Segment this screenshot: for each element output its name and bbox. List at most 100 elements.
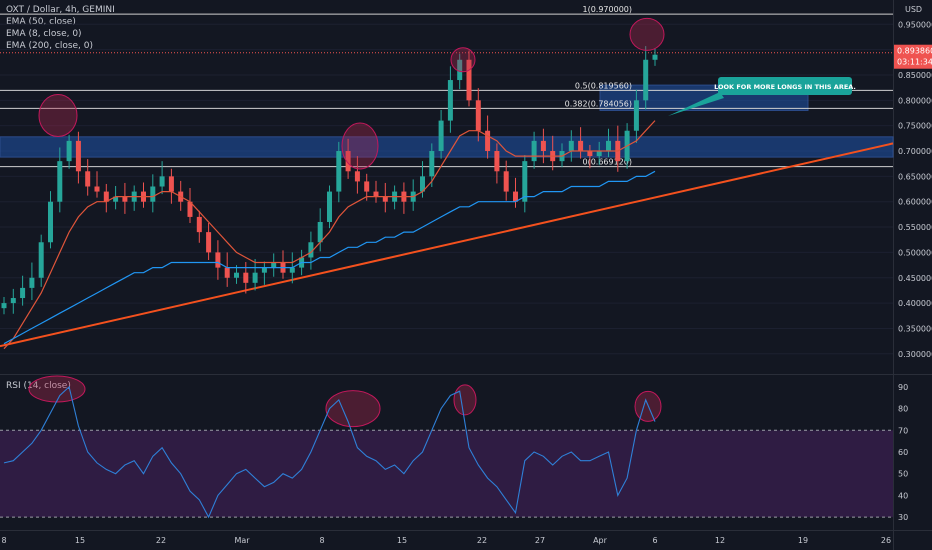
candle-body bbox=[606, 140, 611, 152]
fib-label: 0(0.669120) bbox=[582, 158, 632, 167]
candle-body bbox=[485, 130, 491, 152]
candle-body bbox=[10, 298, 16, 304]
time-tick-label: 6 bbox=[652, 536, 657, 545]
ema50-label[interactable]: EMA (50, close) bbox=[6, 17, 76, 27]
fib-lines: 1(0.970000) 0.5(0.819560) 0.382(0.784056) 0… bbox=[0, 5, 893, 168]
candle-body bbox=[289, 267, 295, 273]
callout-text: LOOK FOR MORE LONGS IN THIS AREA. bbox=[714, 83, 856, 91]
support-zone bbox=[0, 136, 894, 158]
highlight-circle bbox=[629, 17, 665, 51]
candle-body bbox=[438, 120, 444, 152]
candle-body bbox=[382, 196, 388, 202]
axes: 0.9500000.9000000.8500000.8000000.750000… bbox=[1, 5, 932, 545]
candle-body bbox=[466, 59, 472, 101]
candle-body bbox=[345, 151, 351, 172]
candle-body bbox=[336, 151, 342, 192]
candle-body bbox=[94, 186, 100, 192]
rsi-tick-label: 30 bbox=[898, 513, 908, 522]
candle-body bbox=[587, 151, 593, 157]
candle-body bbox=[354, 171, 360, 182]
candle-body bbox=[20, 287, 26, 299]
candle-body bbox=[150, 186, 156, 202]
candle-body bbox=[48, 201, 53, 243]
candle-body bbox=[457, 59, 463, 81]
ema-lines bbox=[3, 120, 656, 350]
candle-body bbox=[159, 176, 165, 187]
candle-body bbox=[234, 272, 239, 278]
currency-label: USD bbox=[905, 5, 922, 14]
candle-body bbox=[429, 151, 435, 177]
candle-body bbox=[522, 161, 528, 202]
candle-body bbox=[475, 100, 481, 131]
rsi-tick-label: 50 bbox=[898, 470, 908, 479]
candle-body bbox=[38, 242, 44, 278]
candle-body bbox=[578, 140, 584, 152]
price-tick-label: 0.300000 bbox=[898, 350, 932, 359]
callout-pointer bbox=[668, 92, 724, 116]
candle-body bbox=[66, 140, 72, 162]
candle-body bbox=[57, 161, 63, 202]
time-tick-label: 8 bbox=[319, 536, 324, 545]
candle-body bbox=[364, 181, 370, 192]
time-tick-label: Apr bbox=[593, 536, 608, 545]
candle-body bbox=[652, 54, 658, 60]
callout-box bbox=[718, 77, 852, 95]
fib-label: 0.382(0.784056) bbox=[565, 99, 632, 108]
ema200-label[interactable]: EMA (200, close, 0) bbox=[6, 41, 94, 51]
ascending-trendline bbox=[0, 142, 894, 348]
rsi-legend[interactable]: RSI (14, close) bbox=[6, 381, 71, 391]
rsi-line bbox=[3, 385, 656, 519]
candle-body bbox=[122, 196, 128, 202]
candle-body bbox=[596, 151, 602, 157]
time-tick-label: Mar bbox=[234, 536, 250, 545]
symbol-label[interactable]: OXT / Dollar, 4h, GEMINI bbox=[6, 5, 115, 15]
ema50-line bbox=[3, 120, 656, 350]
highlight-circles bbox=[28, 17, 665, 428]
ema200-line bbox=[3, 170, 656, 345]
candle-body bbox=[271, 262, 277, 268]
candle-body bbox=[308, 242, 314, 258]
rsi-tick-label: 70 bbox=[898, 426, 908, 435]
time-tick-label: 22 bbox=[156, 536, 166, 545]
candle-body bbox=[317, 221, 323, 243]
candle-body bbox=[494, 151, 500, 172]
candle-body bbox=[503, 171, 509, 192]
rsi-band bbox=[0, 430, 893, 518]
candle-body bbox=[252, 272, 258, 283]
candle-body bbox=[1, 303, 7, 309]
overlays: LOOK FOR MORE LONGS IN THIS AREA. 0.89386… bbox=[668, 44, 932, 116]
fib-label: 0.5(0.819560) bbox=[575, 81, 632, 90]
candle-body bbox=[113, 196, 119, 202]
price-badge-value: 0.893860 bbox=[897, 47, 932, 56]
rsi-highlight-circle bbox=[28, 375, 86, 403]
candle-body bbox=[327, 191, 332, 222]
rsi-highlight-circle bbox=[325, 390, 381, 428]
highlight-circle bbox=[341, 122, 379, 170]
candle-body bbox=[196, 216, 202, 233]
candle-body bbox=[643, 59, 649, 101]
time-tick-label: 22 bbox=[477, 536, 487, 545]
candle-body bbox=[513, 191, 518, 202]
candle-body bbox=[215, 252, 221, 268]
rsi-tick-label: 90 bbox=[898, 383, 908, 392]
price-badge-timer: 03:11:34 bbox=[897, 58, 932, 67]
candle-body bbox=[85, 171, 91, 187]
candle-body bbox=[373, 191, 379, 197]
time-tick-label: 27 bbox=[535, 536, 545, 545]
candle-body bbox=[420, 176, 425, 192]
candle-body bbox=[633, 100, 639, 131]
candle-body bbox=[447, 80, 453, 121]
candle-body bbox=[29, 277, 35, 288]
ema8-label[interactable]: EMA (8, close, 0) bbox=[6, 29, 82, 39]
time-tick-label: 26 bbox=[881, 536, 891, 545]
rsi-highlight-circle bbox=[453, 384, 477, 416]
rsi-panel bbox=[0, 385, 893, 519]
